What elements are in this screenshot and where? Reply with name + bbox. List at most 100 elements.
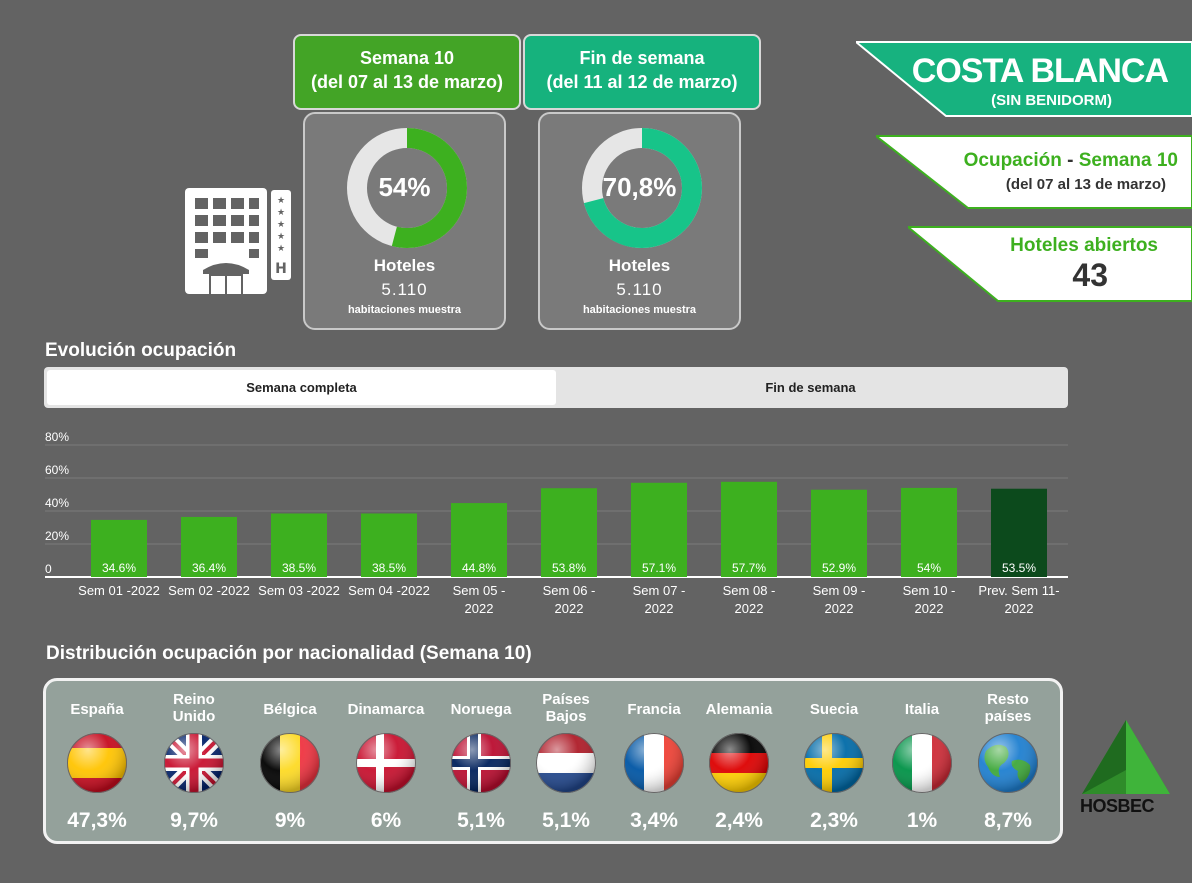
evolution-tabs: Semana completa Fin de semana [44, 367, 1068, 408]
bar-value-label: 38.5% [282, 561, 316, 575]
x-tick-label: Sem 02 -2022 [168, 583, 250, 598]
nationality-name-line: Países [542, 691, 590, 708]
bar-value-label: 38.5% [372, 561, 406, 575]
nationality-name-line: Noruega [450, 701, 512, 718]
bar [451, 503, 507, 577]
x-tick-label: 2022 [1005, 601, 1034, 616]
bar-value-label: 52.9% [822, 561, 856, 575]
svg-text:★: ★ [277, 244, 285, 254]
bar-value-label: 36.4% [192, 561, 226, 575]
donut-rooms-count: 5.110 [381, 280, 428, 299]
nationality-name: Francia [606, 701, 702, 718]
y-tick-label: 20% [45, 529, 69, 543]
occupancy-week: Semana 10 [1078, 150, 1178, 171]
donut-sub-label: habitaciones muestra [347, 304, 462, 316]
bar [721, 481, 777, 577]
nationality-name-line: Francia [627, 701, 681, 718]
occupancy-panel: Ocupación - Semana 10 (del 07 al 13 de m… [876, 134, 1192, 210]
region-panel: COSTA BLANCA (SIN BENIDORM) [856, 40, 1192, 118]
nationality-percent: 5,1% [542, 809, 590, 832]
svg-text:★: ★ [277, 208, 285, 218]
nationality-percent: 9% [274, 809, 306, 832]
nationality-name-line: Italia [904, 701, 940, 718]
donut-sub-label: habitaciones muestra [582, 304, 697, 316]
tab-full-week[interactable]: Semana completa [47, 370, 556, 405]
bar [991, 488, 1047, 577]
bar [541, 488, 597, 577]
nationality-percent: 3,4% [630, 809, 678, 832]
nationality-name: Reino Unido [146, 691, 242, 725]
week-header-dates: (del 07 al 13 de marzo) [310, 72, 504, 92]
x-tick-label: Sem 10 - [903, 583, 956, 598]
x-tick-label: 2022 [735, 601, 764, 616]
bar [901, 487, 957, 577]
spain-flag-icon [67, 733, 127, 793]
week-header: Semana 10 (del 07 al 13 de marzo) [293, 34, 521, 110]
hotels-open-panel: Hoteles abiertos 43 [908, 225, 1192, 303]
tab-weekend[interactable]: Fin de semana [765, 380, 856, 395]
occupancy-heading: Ocupación - Semana 10 [964, 150, 1178, 172]
germany-flag-icon [709, 733, 769, 793]
evolution-title: Evolución ocupación [45, 340, 237, 361]
x-tick-label: 2022 [825, 601, 854, 616]
hosbec-logo-icon [1082, 720, 1170, 794]
globe-icon [978, 733, 1038, 793]
region-title: COSTA BLANCA [911, 52, 1169, 90]
nationality-name-line: Bélgica [263, 701, 317, 718]
y-tick-label: 60% [45, 463, 69, 477]
hotels-open-value: 43 [1072, 257, 1108, 293]
x-tick-label: 2022 [465, 601, 494, 616]
bar [181, 516, 237, 577]
nationality-name: Dinamarca [338, 701, 434, 718]
denmark-flag-icon [356, 733, 416, 793]
svg-text:★: ★ [277, 196, 285, 206]
bar-value-label: 44.8% [462, 561, 496, 575]
x-tick-label: Prev. Sem 11- [978, 583, 1059, 598]
bar-value-label: 54% [917, 561, 941, 575]
nationality-panel: España 47,3% Reino Unido 9,7% Bélgica 9% Din… [43, 678, 1063, 844]
nationality-name-line: Reino [173, 691, 215, 708]
week-header-title: Semana 10 [359, 48, 455, 68]
svg-text:H: H [275, 261, 287, 277]
occupancy-dates: (del 07 al 13 de marzo) [1005, 176, 1166, 193]
nationality-name-line: Unido [172, 708, 216, 725]
hotel-building-icon: ★ ★ ★ ★ ★ H [185, 188, 291, 294]
donut-label: Hoteles [373, 256, 436, 275]
bar-value-label: 53.5% [1002, 561, 1036, 575]
belgium-flag-icon [260, 733, 320, 793]
weekend-donut-chart [582, 128, 702, 248]
bar-value-label: 57.1% [642, 561, 676, 575]
x-tick-label: 2022 [915, 601, 944, 616]
occupancy-label: Ocupación [963, 150, 1062, 171]
y-tick-label: 80% [45, 430, 69, 444]
nationality-name: Italia [874, 701, 970, 718]
nationality-name-line: Bajos [545, 708, 587, 725]
nationality-name: Suecia [786, 701, 882, 718]
nationality-name-line: España [70, 701, 124, 718]
nationality-name-line: Alemania [705, 701, 773, 718]
weekend-donut-card: 70,8% Hoteles 5.110 habitaciones muestra [538, 112, 741, 330]
bar-value-label: 53.8% [552, 561, 586, 575]
hotels-open-label: Hoteles abiertos [1010, 235, 1158, 256]
norway-flag-icon [451, 733, 511, 793]
nationality-percent: 9,7% [170, 809, 218, 832]
x-tick-label: Sem 03 -2022 [258, 583, 340, 598]
week-donut-chart [347, 128, 467, 248]
x-tick-label: Sem 04 -2022 [348, 583, 430, 598]
bar [91, 519, 147, 577]
svg-text:★: ★ [277, 232, 285, 242]
donut-rooms-count: 5.110 [616, 280, 663, 299]
bar-value-label: 34.6% [102, 561, 136, 575]
weekend-header: Fin de semana (del 11 al 12 de marzo) [523, 34, 761, 110]
svg-text:★: ★ [277, 220, 285, 230]
nationality-percent: 6% [370, 809, 402, 832]
donut-percent: 70,8% [602, 172, 677, 202]
region-subtitle: (SIN BENIDORM) [991, 92, 1112, 109]
nationality-name: Alemania [691, 701, 787, 718]
hosbec-logo-text: HOSBEC [1080, 796, 1155, 816]
y-tick-label: 0 [45, 562, 52, 576]
bar [271, 513, 327, 577]
nationality-name: Noruega [433, 701, 529, 718]
nationality-percent: 1% [906, 809, 938, 832]
occupancy-bar-chart: 0 20% 40% 60% 80% 34.6% Sem 01 -2022 36.4% Sem 0… [45, 430, 1068, 616]
